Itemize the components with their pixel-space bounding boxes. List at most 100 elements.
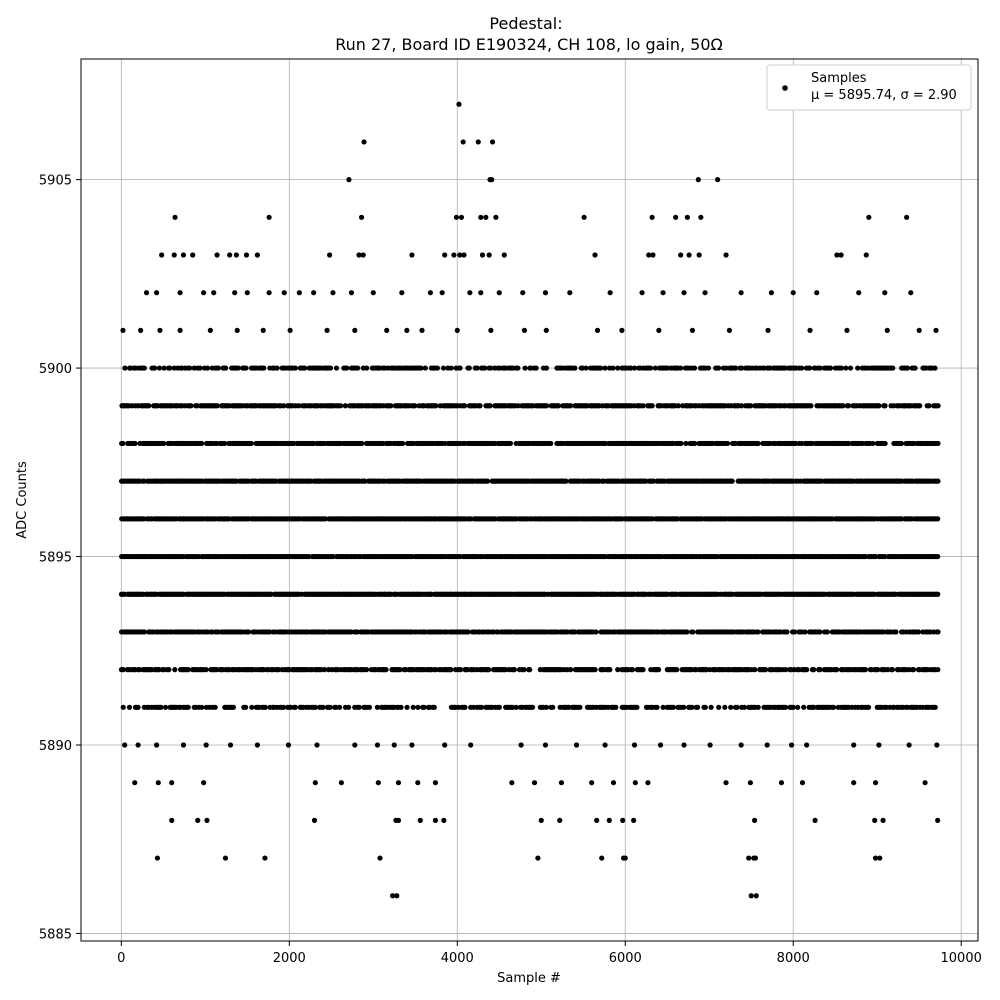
data-point <box>748 403 754 409</box>
data-point <box>185 704 191 710</box>
data-point <box>935 629 941 635</box>
data-point <box>399 290 405 296</box>
data-point <box>153 742 160 748</box>
legend-series-name: Samples <box>811 71 867 86</box>
data-point <box>400 440 406 447</box>
data-point <box>364 365 370 371</box>
data-point <box>631 742 638 748</box>
data-point <box>615 667 621 673</box>
data-point <box>935 478 941 484</box>
data-point <box>419 327 425 333</box>
data-point <box>199 704 205 710</box>
y-tick-label: 5890 <box>39 739 72 754</box>
legend-series-stats: μ = 5895.74, σ = 2.90 <box>811 88 957 103</box>
data-point <box>723 780 729 786</box>
data-point <box>203 667 209 673</box>
data-point <box>935 591 941 597</box>
data-point <box>695 704 701 710</box>
data-point <box>629 667 636 673</box>
data-point <box>141 629 148 635</box>
data-point <box>156 365 163 371</box>
data-point <box>442 742 448 748</box>
data-point <box>695 177 701 183</box>
data-point <box>311 817 318 823</box>
data-point <box>496 704 502 710</box>
data-point <box>230 704 237 710</box>
chart-title: Pedestal: <box>489 14 562 33</box>
data-point <box>461 252 467 258</box>
data-point <box>268 591 274 597</box>
data-point <box>475 139 481 145</box>
data-point <box>448 365 454 371</box>
data-point <box>681 290 687 296</box>
data-point <box>855 365 861 371</box>
data-point <box>926 403 932 409</box>
data-point <box>468 742 474 748</box>
data-point <box>451 252 457 258</box>
data-point <box>330 290 336 296</box>
data-point <box>342 403 348 409</box>
data-point <box>678 365 684 371</box>
data-point <box>802 629 808 635</box>
data-point <box>904 365 911 371</box>
data-point <box>872 817 878 823</box>
data-point <box>483 214 489 220</box>
data-point <box>395 817 402 823</box>
data-point <box>234 327 240 333</box>
data-point <box>542 290 549 296</box>
data-point <box>599 855 605 861</box>
data-point <box>916 327 922 333</box>
data-point <box>696 252 702 258</box>
y-tick-label: 5905 <box>39 174 72 189</box>
data-point <box>632 780 638 786</box>
data-point <box>362 478 368 484</box>
data-point <box>478 214 484 220</box>
data-point <box>185 667 191 673</box>
data-point <box>567 667 574 673</box>
data-point <box>915 629 922 635</box>
data-point <box>222 440 228 447</box>
data-point <box>248 440 254 447</box>
data-point <box>870 440 876 447</box>
data-point <box>724 440 731 447</box>
data-point <box>674 667 680 673</box>
data-point <box>566 704 572 710</box>
data-point <box>352 742 358 748</box>
data-point <box>440 365 447 371</box>
data-point <box>486 252 492 258</box>
data-point <box>389 893 396 899</box>
data-point <box>843 365 849 371</box>
data-point <box>690 629 696 635</box>
data-point <box>314 742 320 748</box>
data-points <box>118 101 941 899</box>
data-point <box>935 440 941 447</box>
data-point <box>281 290 287 296</box>
data-point <box>543 704 550 710</box>
data-point <box>421 704 427 710</box>
data-point <box>876 403 882 409</box>
data-point <box>729 478 735 484</box>
data-point <box>415 704 421 710</box>
data-point <box>454 327 460 333</box>
data-point <box>755 629 761 635</box>
data-point <box>804 742 810 748</box>
data-point <box>935 516 941 522</box>
data-point <box>337 704 343 710</box>
data-point <box>460 139 466 145</box>
data-point <box>409 252 415 258</box>
data-point <box>885 667 891 673</box>
data-point <box>520 290 526 296</box>
data-point <box>292 365 298 371</box>
data-point <box>180 742 187 748</box>
data-point <box>563 478 569 484</box>
data-point <box>254 742 260 748</box>
data-point <box>166 667 172 673</box>
data-point <box>882 290 888 296</box>
data-point <box>692 440 698 447</box>
data-point <box>689 704 695 710</box>
x-tick-label: 0 <box>117 951 125 966</box>
data-point <box>518 742 524 748</box>
data-point <box>201 290 207 296</box>
data-point <box>788 742 795 748</box>
